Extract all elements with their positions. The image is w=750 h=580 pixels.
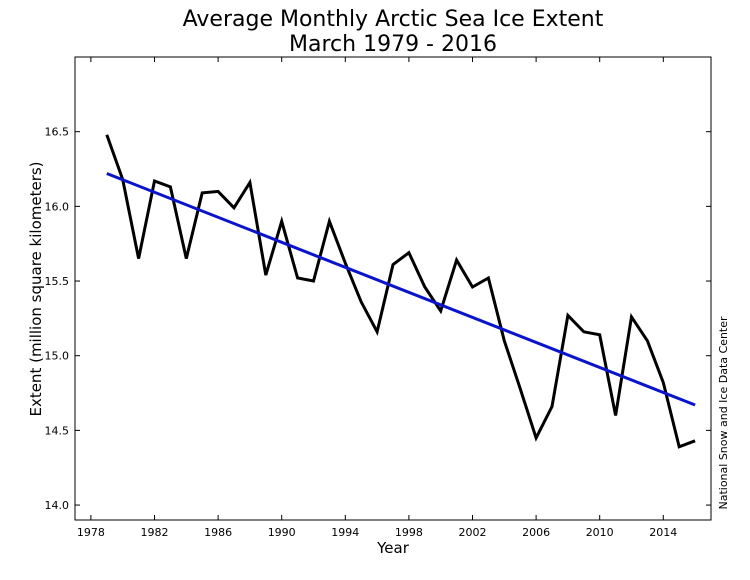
x-axis: 1978 1982 1986 1990 1994 1998 2002 2006 2010 2014 <box>77 57 677 539</box>
x-tick-label: 2002 <box>459 526 487 539</box>
y-tick-label: 16.0 <box>45 200 70 213</box>
x-tick-label: 1994 <box>331 526 359 539</box>
series-layer <box>105 134 696 449</box>
chart-title: Average Monthly Arctic Sea Ice Extent <box>183 7 604 32</box>
x-tick-label: 2010 <box>586 526 614 539</box>
y-tick-label: 16.5 <box>45 126 70 139</box>
y-axis: 14.0 14.5 15.0 15.5 16.0 16.5 <box>45 126 711 512</box>
x-tick-label: 1998 <box>395 526 423 539</box>
y-tick-label: 15.0 <box>45 350 70 363</box>
x-tick-label: 2014 <box>649 526 677 539</box>
chart-subtitle: March 1979 - 2016 <box>289 32 497 57</box>
x-tick-label: 1978 <box>77 526 105 539</box>
credit-label: National Snow and Ice Data Center <box>717 316 730 510</box>
extent-line <box>105 134 696 449</box>
y-axis-label: Extent (million square kilometers) <box>27 161 45 416</box>
plot-frame <box>74 56 712 521</box>
x-axis-label: Year <box>376 539 410 557</box>
trend-line <box>106 172 696 407</box>
x-tick-label: 1986 <box>204 526 232 539</box>
x-tick-label: 1982 <box>141 526 169 539</box>
y-tick-label: 15.5 <box>45 275 70 288</box>
y-tick-label: 14.0 <box>45 499 70 512</box>
y-tick-label: 14.5 <box>45 424 70 437</box>
x-tick-label: 1990 <box>268 526 296 539</box>
x-tick-label: 2006 <box>522 526 550 539</box>
